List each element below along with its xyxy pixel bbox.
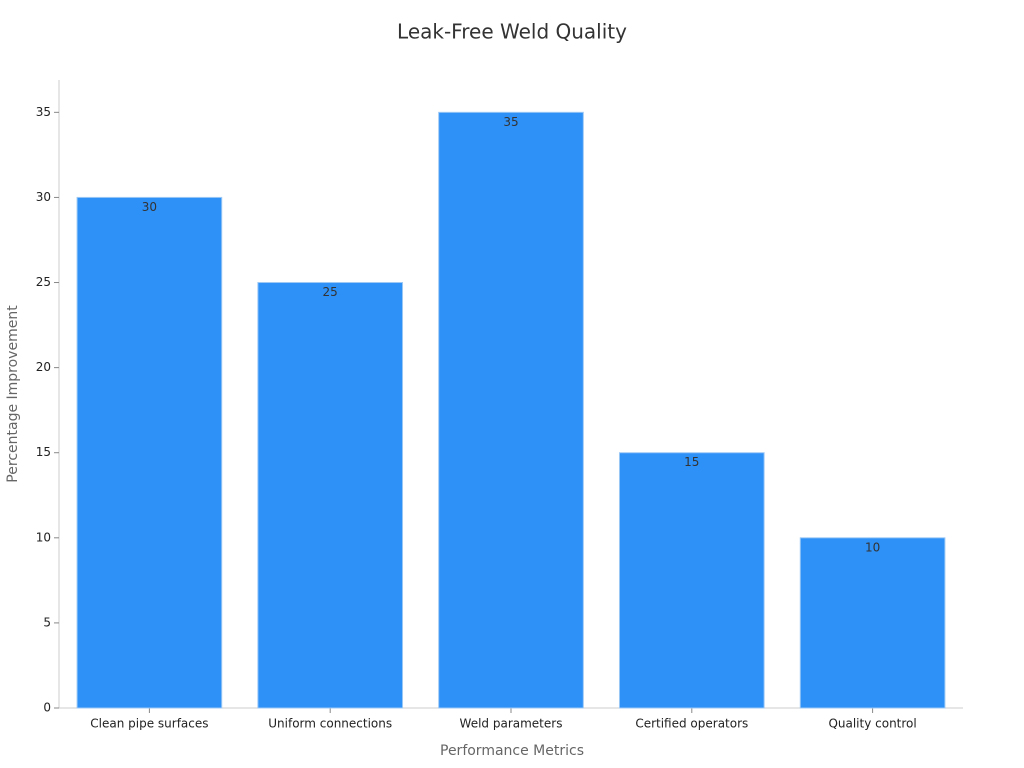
bar (257, 282, 404, 709)
x-tick-label: Weld parameters (460, 717, 563, 731)
y-tick-label: 25 (36, 275, 51, 289)
y-tick-label: 15 (36, 445, 51, 459)
y-tick-label: 5 (43, 615, 51, 629)
y-tick-label: 10 (36, 530, 51, 544)
value-label: 10 (865, 540, 880, 554)
y-tick-label: 30 (36, 190, 51, 204)
y-tick-label: 35 (36, 105, 51, 119)
x-tick-label: Uniform connections (268, 717, 392, 731)
bar (799, 537, 946, 709)
value-label: 30 (142, 200, 157, 214)
y-tick-label: 20 (36, 360, 51, 374)
y-tick-label: 0 (43, 701, 51, 715)
x-tick-label: Clean pipe surfaces (90, 717, 208, 731)
bar (438, 111, 584, 709)
x-tick-label: Quality control (828, 717, 916, 731)
bar (76, 196, 223, 709)
value-label: 25 (323, 285, 338, 299)
x-axis-label: Performance Metrics (440, 743, 584, 759)
chart-title: Leak-Free Weld Quality (397, 20, 627, 44)
bar (618, 452, 765, 709)
value-label: 15 (684, 455, 699, 469)
value-label: 35 (503, 115, 518, 129)
x-tick-label: Certified operators (635, 717, 748, 731)
y-axis-label: Percentage Improvement (5, 305, 21, 483)
